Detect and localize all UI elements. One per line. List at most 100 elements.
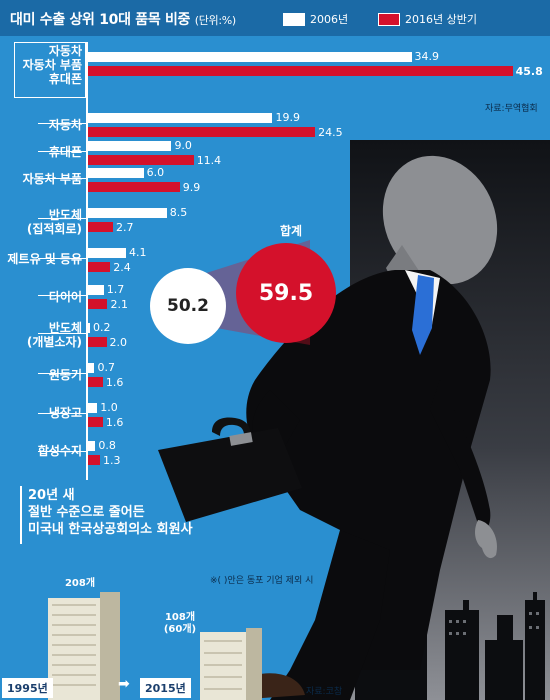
total-2016-circle: 59.5 xyxy=(236,243,336,343)
category-label-line: 반도체 xyxy=(48,321,82,335)
row-connector xyxy=(38,333,86,334)
bar-2016 xyxy=(88,127,316,137)
headline-divider xyxy=(20,486,22,544)
bar-2016 xyxy=(88,182,180,192)
category-label: 원동기 xyxy=(49,368,82,382)
bar-2006 xyxy=(88,52,412,62)
category-label-line: 자동차 부품 xyxy=(22,172,82,186)
title-bar xyxy=(0,0,550,36)
total-2016-value: 59.5 xyxy=(258,280,314,306)
category-label: 자동차 부품 xyxy=(23,172,82,186)
legend-swatch-2016 xyxy=(378,12,400,26)
bar-value-2006: 1.0 xyxy=(100,401,118,414)
count-2015: 108개 (60개) xyxy=(160,612,200,636)
bottom-source: 자료:코참 xyxy=(306,687,343,697)
bar-value-2016: 1.6 xyxy=(105,376,124,389)
bar-2006 xyxy=(88,208,167,218)
bar-value-2016: 1.3 xyxy=(103,454,121,467)
footnote: ※( )안은 동포 기업 제외 시 xyxy=(210,576,314,586)
category-label: 반도체 (집적회로) xyxy=(27,208,82,236)
bar-value-2016: 2.0 xyxy=(109,336,128,349)
man-arm xyxy=(430,380,491,532)
man-head xyxy=(382,155,498,285)
bar-value-2006: 0.2 xyxy=(93,321,111,334)
count-2015-value: 108개 xyxy=(164,612,196,623)
bar-2016 xyxy=(88,455,101,465)
category-label-line: 자동차 부품 xyxy=(22,58,82,72)
row-connector xyxy=(38,413,86,414)
row-connector xyxy=(38,151,86,152)
bar-value-2016: 2.1 xyxy=(110,298,128,311)
city-skyline-illustration xyxy=(355,592,545,700)
bar-2006 xyxy=(88,141,172,151)
bar-value-2006: 9.0 xyxy=(174,139,192,152)
man-leg xyxy=(270,530,390,700)
bar-2006 xyxy=(88,113,273,123)
headline-line-1: 20년 새 xyxy=(28,488,75,503)
bar-2016 xyxy=(88,299,108,309)
category-label-line: 타이어 xyxy=(48,290,82,304)
bar-2006 xyxy=(88,441,96,451)
chart-title-text: 대미 수출 상위 10대 품목 비중 xyxy=(10,12,191,28)
legend-label-2006: 2006년 xyxy=(310,13,349,26)
bar-2016 xyxy=(88,417,103,427)
bar-2016 xyxy=(88,222,114,232)
year-1995-label: 1995년 xyxy=(2,678,53,698)
bar-value-2006: 34.9 xyxy=(414,50,440,63)
category-label-line: 휴대폰 xyxy=(48,72,82,86)
row-connector xyxy=(38,451,86,452)
bar-value-2016: 45.8 xyxy=(515,65,543,78)
businessman-illustration xyxy=(235,155,498,700)
row-connector xyxy=(38,373,86,374)
bar-value-2006: 1.7 xyxy=(106,283,125,296)
category-label-line: 반도체 xyxy=(48,208,82,222)
bar-value-2006: 0.7 xyxy=(97,361,115,374)
row-connector xyxy=(38,218,86,219)
row-connector xyxy=(38,123,86,124)
bar-2006 xyxy=(88,363,95,373)
row-connector xyxy=(38,178,86,179)
bar-value-2016: 11.4 xyxy=(196,154,222,167)
man-tie xyxy=(412,275,434,355)
category-label: 자동차 xyxy=(49,118,82,132)
legend-label-2016: 2016년 상반기 xyxy=(405,13,477,26)
arrow-icon: ➡ xyxy=(118,676,130,692)
man-jacket xyxy=(246,270,491,670)
totals-label: 합계 xyxy=(280,224,303,238)
bar-value-2016: 24.5 xyxy=(318,126,343,139)
bar-2006 xyxy=(88,403,98,413)
legend-2016: 2016년 상반기 xyxy=(378,11,477,27)
bar-value-2006: 0.8 xyxy=(98,439,116,452)
bar-value-2006: 6.0 xyxy=(146,166,165,179)
legend-2006: 2006년 xyxy=(283,11,348,27)
category-label: 휴대폰 xyxy=(49,145,82,159)
category-label: 반도체 (개별소자) xyxy=(27,321,82,349)
chart-axis xyxy=(86,42,88,480)
count-2015-sub: (60개) xyxy=(163,624,197,635)
chart-unit: (단위:%) xyxy=(194,14,236,27)
bar-value-2016: 9.9 xyxy=(182,181,201,194)
bar-value-2006: 19.9 xyxy=(275,111,300,124)
bar-2016 xyxy=(88,377,103,387)
category-label-line: 자동차 xyxy=(48,118,82,132)
category-label: 제트유 및 등유 xyxy=(7,252,82,266)
top-category-box xyxy=(14,42,86,98)
category-label: 타이어 xyxy=(49,290,82,304)
count-1995: 208개 xyxy=(64,578,96,589)
bar-2016 xyxy=(88,66,513,76)
headline-line-3: 미국내 한국상공회의소 회원사 xyxy=(28,522,193,537)
category-label-line: (개별소자) xyxy=(26,335,82,349)
bar-2006 xyxy=(88,285,104,295)
building-1995-illustration xyxy=(48,592,120,700)
bar-value-2006: 8.5 xyxy=(169,206,188,219)
category-label-line: 자동차 xyxy=(48,44,82,58)
headline-line-2: 절반 수준으로 줄어든 xyxy=(28,505,145,520)
bar-value-2016: 2.4 xyxy=(113,261,131,274)
legend-swatch-2006 xyxy=(283,12,305,26)
bar-2016 xyxy=(88,337,107,347)
briefcase-icon xyxy=(158,417,302,522)
bar-value-2016: 2.7 xyxy=(116,221,134,234)
category-label-line: 휴대폰 xyxy=(48,145,82,159)
